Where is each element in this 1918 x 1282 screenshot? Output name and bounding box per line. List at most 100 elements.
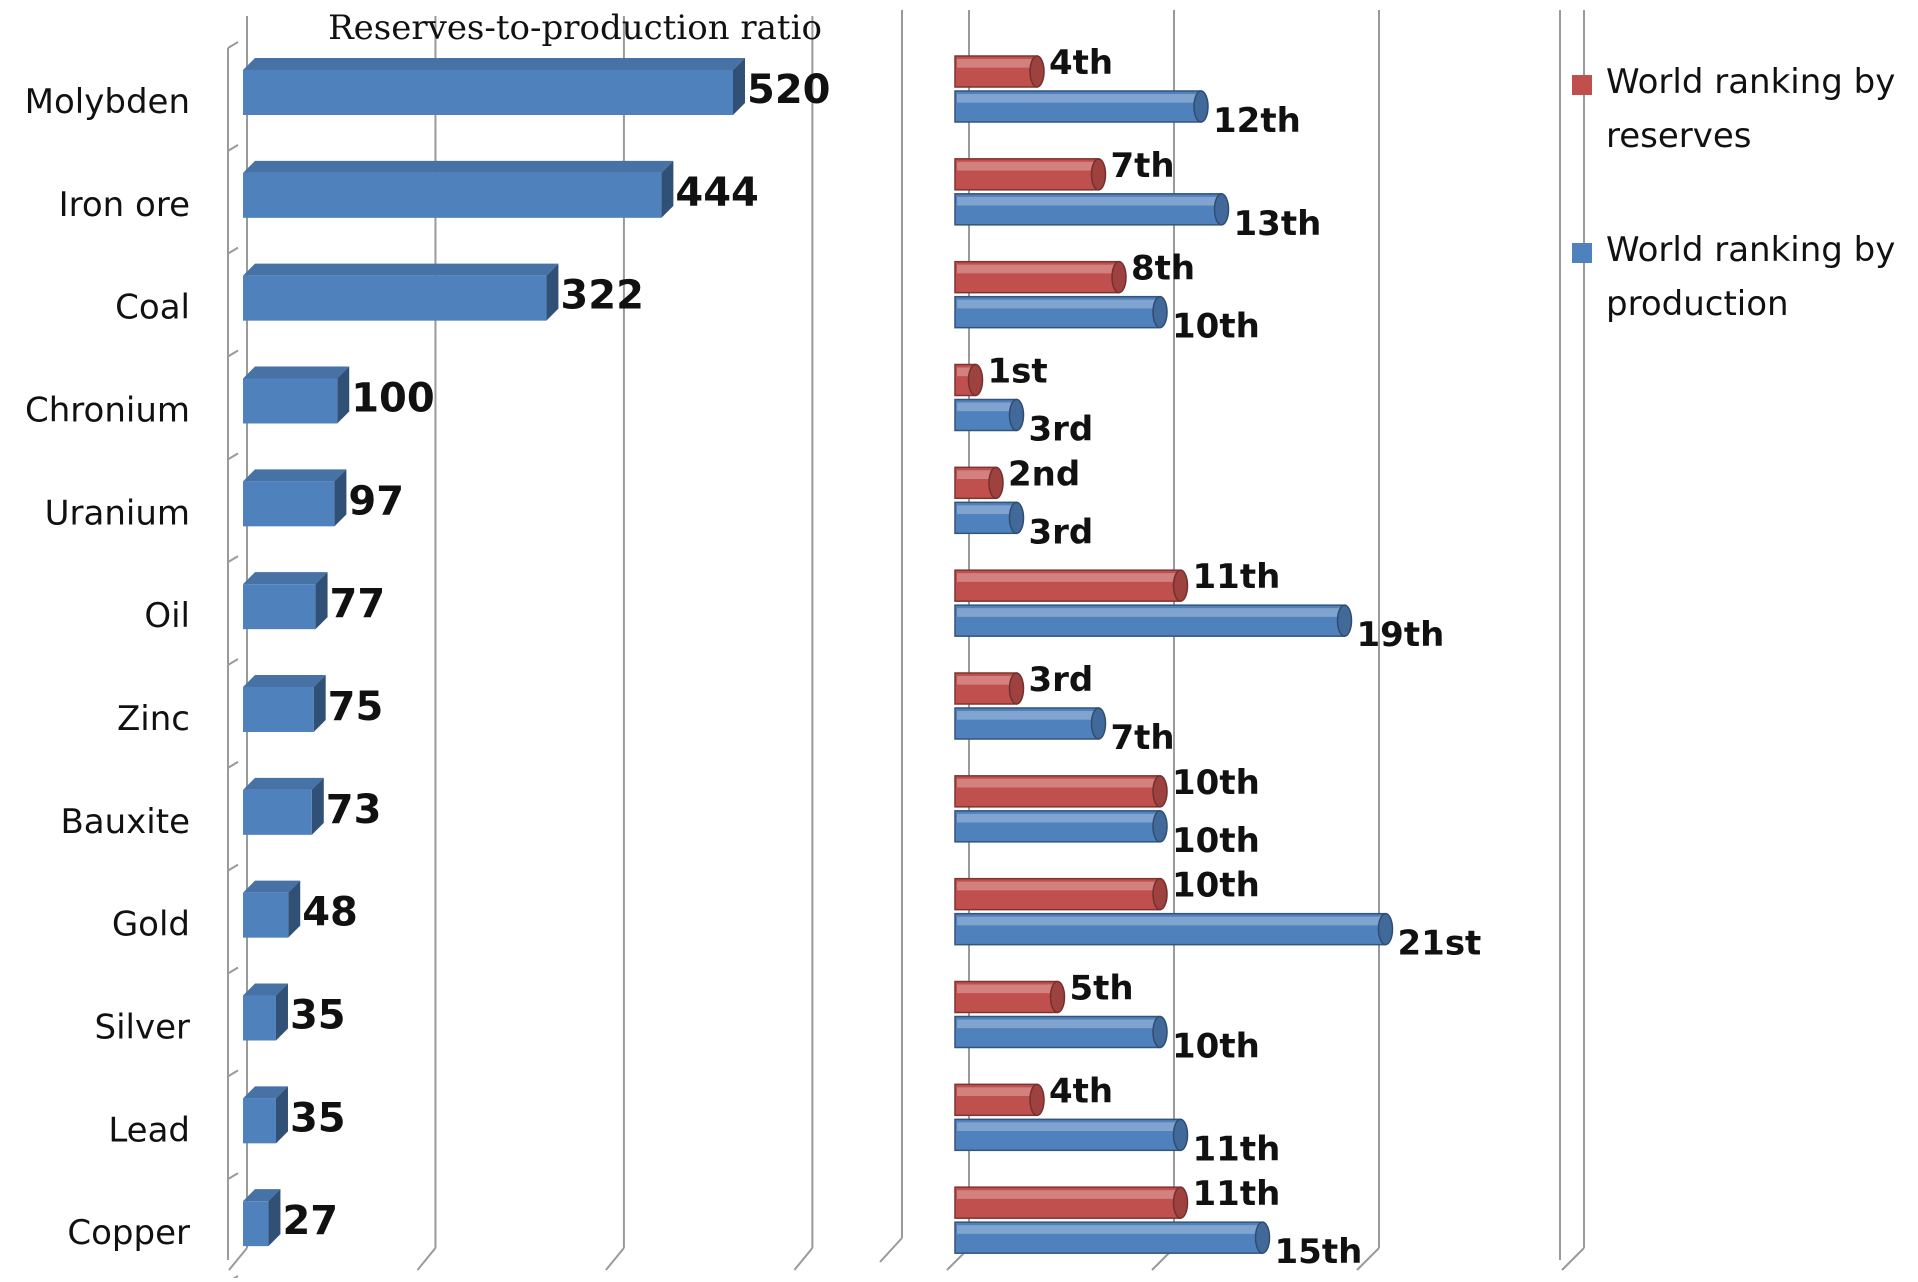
production-rank-bar-highlight: [957, 402, 1015, 412]
reserves-ratio-bar-face: [243, 687, 314, 732]
left-axis-tick: [227, 658, 239, 666]
reserves-rank-bar-cap: [1049, 980, 1066, 1014]
production-rank-bar: [954, 604, 1353, 637]
reserves-ratio-data-label: 75: [328, 684, 384, 730]
left-axis-tick: [227, 349, 239, 358]
reserves-rank-bar: [954, 1083, 1045, 1117]
reserves-rank-data-label: 4th: [1049, 43, 1113, 83]
production-rank-bar-highlight: [957, 1019, 1158, 1029]
reserves-rank-bar-cap: [1152, 775, 1168, 808]
right-gridline-diag-30: [1561, 1247, 1585, 1271]
category-label: Lead: [108, 1110, 190, 1150]
reserves-rank-bar-cap: [1152, 877, 1168, 911]
reserves-rank-data-label: 4th: [1049, 1071, 1113, 1111]
left-axis-tick: [227, 246, 239, 255]
legend-label: production: [1606, 284, 1789, 324]
reserves-rank-bar: [954, 877, 1168, 911]
reserves-rank-data-label: 3rd: [1029, 660, 1094, 700]
reserves-ratio-data-label: 48: [302, 890, 358, 936]
category-label: Coal: [115, 288, 190, 328]
reserves-ratio-bar-side: [661, 160, 674, 218]
production-rank-bar-highlight: [957, 94, 1199, 103]
production-rank-bar: [954, 1015, 1168, 1049]
reserves-rank-bar: [954, 260, 1127, 294]
reserves-ratio-bar: [243, 263, 559, 321]
category-label: Oil: [144, 596, 190, 636]
left-gridline-diag-200: [416, 1247, 437, 1271]
reserves-rank-bar-highlight: [957, 881, 1158, 891]
production-rank-data-label: 3rd: [1029, 410, 1094, 450]
left-axis-tick: [227, 760, 239, 769]
reserves-rank-bar-cap: [1090, 158, 1107, 191]
reserves-ratio-bar-top: [243, 572, 328, 585]
reserves-ratio-bar-face: [243, 275, 547, 321]
chart-title: Reserves-to-production ratio: [328, 8, 822, 48]
legend-swatch: [1572, 243, 1592, 263]
reserves-ratio-bar: [243, 366, 350, 424]
reserves-ratio-bar-top: [243, 880, 301, 893]
production-rank-bar: [954, 810, 1168, 843]
production-rank-bar: [954, 398, 1025, 432]
production-rank-bar-cap: [1193, 90, 1209, 123]
reserves-rank-data-label: 1st: [988, 352, 1048, 392]
category-label: Gold: [112, 905, 190, 945]
reserves-ratio-bar-face: [243, 70, 733, 115]
legend-label: reserves: [1606, 116, 1752, 156]
production-rank-bar-highlight: [957, 813, 1158, 823]
reserves-rank-bar: [954, 363, 984, 397]
reserves-rank-bar: [954, 672, 1025, 705]
production-rank-bar: [954, 90, 1209, 123]
reserves-ratio-bar-face: [243, 789, 312, 835]
production-rank-data-label: 11th: [1193, 1129, 1281, 1169]
reserves-ratio-bar-side: [337, 366, 350, 424]
reserves-rank-bar-highlight: [957, 161, 1097, 171]
production-rank-bar-cap: [1172, 1118, 1189, 1152]
reserves-rank-bar-highlight: [957, 264, 1117, 274]
reserves-ratio-bar-side: [546, 263, 559, 321]
reserves-rank-bar-highlight: [957, 59, 1035, 68]
production-rank-bar-cap: [1090, 707, 1107, 740]
reserves-ratio-bar-face: [243, 378, 338, 424]
reserves-rank-data-label: 11th: [1193, 1174, 1281, 1214]
production-rank-bar-highlight: [957, 299, 1158, 309]
reserves-ratio-bar-top: [243, 777, 324, 790]
reserves-rank-bar-highlight: [957, 573, 1179, 582]
reserves-rank-bar-cap: [1029, 55, 1045, 88]
reserves-ratio-bar-side: [313, 675, 326, 732]
reserves-rank-bar-highlight: [957, 367, 974, 377]
reserves-rank-data-label: 11th: [1193, 557, 1281, 597]
reserves-ratio-bar-side: [315, 572, 328, 630]
production-rank-bar-highlight: [957, 1122, 1179, 1132]
reserves-ratio-bar-side: [268, 1189, 281, 1247]
reserves-rank-data-label: 10th: [1172, 763, 1260, 803]
category-label: Silver: [95, 1008, 191, 1048]
reserves-rank-bar-highlight: [957, 470, 994, 480]
category-label: Zinc: [117, 699, 190, 739]
reserves-ratio-bar-top: [243, 366, 350, 379]
reserves-rank-data-label: 7th: [1111, 146, 1175, 186]
production-rank-bar-highlight: [957, 916, 1384, 926]
reserves-ratio-bar-face: [243, 1098, 276, 1144]
production-rank-data-label: 3rd: [1029, 512, 1094, 552]
reserves-ratio-bar-side: [334, 469, 347, 527]
production-rank-data-label: 19th: [1357, 615, 1445, 655]
left-axis-tick: [227, 966, 239, 975]
reserves-ratio-data-label: 100: [351, 376, 435, 422]
reserves-rank-bar: [954, 775, 1168, 808]
reserves-ratio-bar-side: [288, 880, 301, 938]
production-rank-bar: [954, 295, 1168, 329]
production-rank-data-label: 12th: [1213, 101, 1301, 141]
reserves-ratio-data-label: 73: [326, 787, 382, 833]
left-axis-tick: [227, 41, 239, 49]
left-chart-bars: [243, 58, 745, 1247]
reserves-rank-bar-highlight: [957, 778, 1158, 788]
reserves-rank-bar-cap: [1172, 569, 1189, 602]
left-axis-tick: [227, 143, 239, 152]
reserves-rank-bar: [954, 466, 1004, 500]
reserves-ratio-bar-top: [243, 263, 559, 276]
reserves-ratio-data-label: 520: [747, 67, 831, 113]
reserves-ratio-bar-top: [243, 1086, 288, 1099]
left-gridline-diag-400: [605, 1247, 625, 1271]
left-gridline-diag-0: [228, 1247, 248, 1271]
category-label: Uranium: [45, 493, 190, 533]
